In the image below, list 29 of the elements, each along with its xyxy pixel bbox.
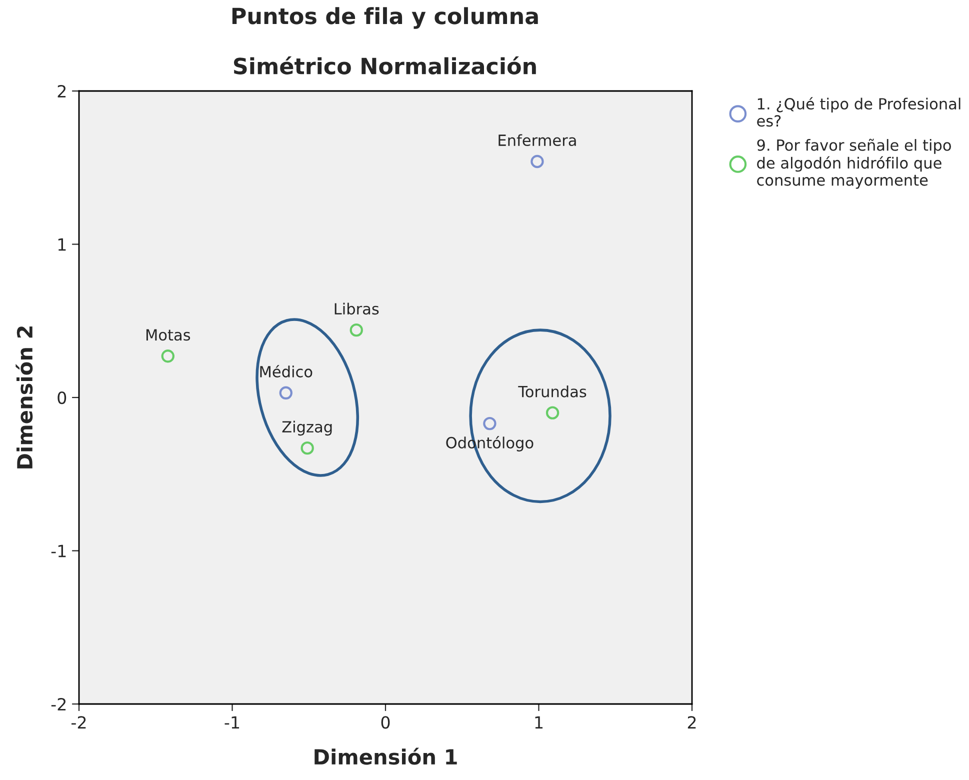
x-tick-label: -1 [224,716,240,728]
point [350,323,363,337]
legend-label: 1. ¿Qué tipo de Profesional es? [757,97,960,127]
y-tick-label: 2 [58,84,66,98]
x-tick-label: 1 [535,716,543,728]
legend-label: 9. Por favor señale el tipo de algodón hidrófilo que consume mayormente [757,138,951,189]
annotation: Torundas [518,386,586,398]
y-axis-title: Dimensión 2 [16,326,33,468]
annotation: Zigzag [282,420,332,436]
point [483,416,496,430]
annotation: Enfermera [498,134,576,146]
point [546,406,560,420]
chart-subtitle: Simétrico Normalización [234,56,536,74]
chart-title: Puntos de fila y columna [232,7,538,29]
point [161,350,174,363]
y-tick-label: -2 [51,698,66,710]
y-tick-label: -1 [51,544,66,558]
annotation: Libras [334,302,379,315]
point [279,386,292,400]
annotation: Motas [146,329,190,341]
y-tick-label: 1 [58,238,66,251]
x-axis-title: Dimensión 1 [314,748,457,765]
y-tick-label: 0 [58,391,66,404]
x-tick-label: -2 [72,716,86,728]
point [300,441,314,455]
point [530,154,544,168]
x-tick-label: 0 [381,716,390,729]
x-tick-label: 2 [688,716,696,728]
annotation: Médico [260,365,312,378]
